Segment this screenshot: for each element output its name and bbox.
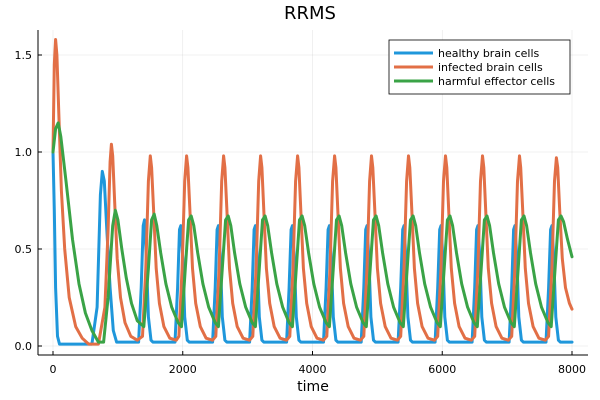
x-axis-label: time (297, 379, 329, 395)
x-tick-label: 2000 (169, 363, 197, 376)
x-tick-labels: 0 2000 4000 6000 8000 (50, 363, 587, 376)
x-tick-label: 0 (50, 363, 57, 376)
chart-title: RRMS (284, 3, 336, 24)
y-tick-label: 0.5 (15, 243, 33, 256)
series-line-1 (51, 38, 574, 346)
y-tick-label: 1.5 (15, 49, 33, 62)
x-tick-label: 4000 (299, 363, 327, 376)
y-tick-label: 0.0 (15, 340, 33, 353)
legend-label-0: healthy brain cells (438, 47, 540, 60)
x-tick-label: 8000 (558, 363, 586, 376)
legend-label-2: harmful effector cells (438, 75, 555, 88)
axes (37, 30, 588, 356)
legend-label-1: infected brain cells (438, 61, 543, 74)
series-line-2 (51, 121, 574, 344)
series-layer (51, 38, 574, 346)
x-tick-label: 6000 (428, 363, 456, 376)
y-tick-labels: 0.0 0.5 1.0 1.5 (15, 49, 33, 353)
y-tick-label: 1.0 (15, 146, 33, 159)
